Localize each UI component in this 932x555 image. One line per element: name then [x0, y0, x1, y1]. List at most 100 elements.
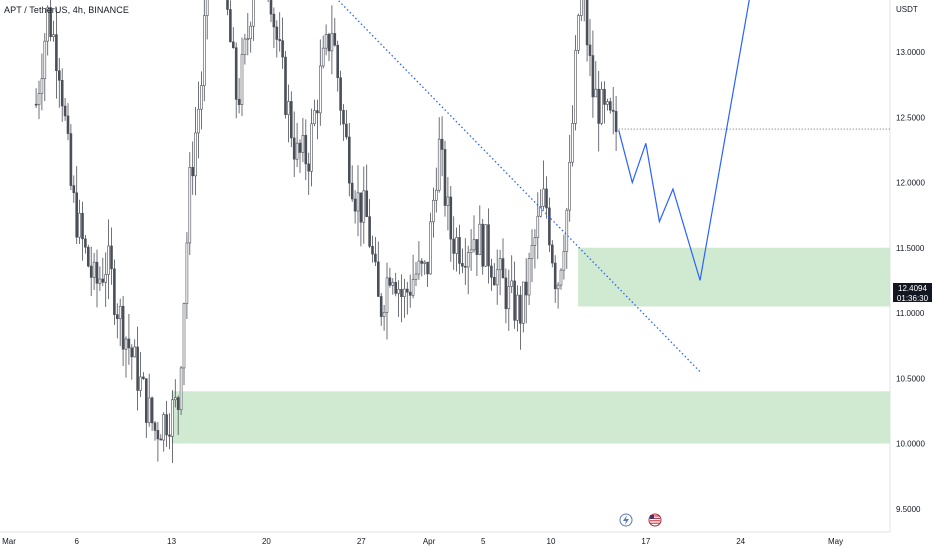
candle-body: [176, 397, 180, 410]
candle-body: [550, 244, 554, 264]
candle-body: [585, 0, 589, 46]
candle-body: [150, 397, 154, 424]
candle-body: [284, 56, 287, 115]
candle-body: [461, 263, 464, 267]
candle-body: [165, 414, 168, 436]
candle-body: [43, 40, 47, 79]
candle-body: [466, 252, 470, 268]
last-price-tag: 12.4094 01:36:30: [893, 283, 932, 303]
candle-body: [600, 88, 603, 124]
candle-body: [304, 135, 308, 165]
candle-body: [301, 135, 305, 153]
candle-body: [147, 397, 151, 423]
candle-body: [121, 305, 125, 350]
x-tick-label: May: [828, 537, 843, 546]
candle-body: [347, 136, 351, 184]
candle-body: [446, 196, 450, 206]
candle-body: [539, 206, 543, 217]
candle-body: [606, 101, 609, 105]
candle-body: [182, 303, 186, 369]
y-tick-label: 12.0000: [896, 179, 925, 188]
candle-body: [240, 54, 244, 105]
candle-body: [411, 279, 415, 296]
candle-body: [521, 281, 525, 324]
us-flag-icon: [650, 515, 654, 519]
candle-body: [577, 15, 580, 51]
candle-body: [281, 40, 284, 58]
candle-body: [472, 239, 476, 251]
candle-body: [104, 274, 107, 283]
candle-body: [501, 258, 505, 279]
candle-body: [46, 7, 50, 42]
candle-body: [368, 216, 371, 247]
candle-body: [455, 237, 458, 254]
candle-body: [469, 249, 473, 253]
candle-body: [188, 166, 192, 244]
candle-body: [127, 338, 131, 349]
candle-body: [594, 88, 598, 98]
candle-body: [420, 260, 424, 264]
candle-body: [342, 110, 345, 125]
candle-body: [426, 261, 429, 275]
chart-title: APT / TetherUS, 4h, BINANCE: [4, 5, 129, 15]
candle-body: [229, 9, 232, 43]
candle-body: [75, 192, 78, 238]
candle-body: [350, 182, 354, 200]
candle-body: [179, 367, 183, 410]
candle-body: [336, 44, 340, 79]
candle-body: [107, 245, 110, 275]
candle-body: [313, 110, 316, 125]
candle-body: [510, 280, 514, 287]
candle-body: [536, 215, 540, 238]
bar-countdown: 01:36:30: [896, 294, 929, 303]
candle-body: [490, 265, 493, 278]
candle-body: [545, 188, 548, 209]
candle-body: [116, 314, 119, 320]
candle-body: [330, 33, 334, 52]
candle-body: [110, 245, 113, 270]
candle-body: [516, 294, 519, 321]
candle-body: [63, 105, 67, 117]
candle-body: [252, 0, 255, 27]
candle-body: [203, 15, 206, 86]
candle-body: [365, 190, 369, 217]
x-tick-label: Apr: [423, 537, 436, 546]
candle-body: [394, 282, 398, 294]
candle-body: [278, 39, 282, 41]
candle-body: [376, 261, 380, 297]
candle-body: [139, 376, 142, 391]
candle-body: [463, 265, 467, 268]
candle-body: [272, 13, 276, 28]
candle-body: [200, 85, 203, 110]
candle-body: [405, 288, 409, 293]
candle-body: [55, 34, 58, 72]
candle-body: [243, 38, 247, 55]
candle-body: [414, 273, 418, 280]
candle-body: [507, 286, 511, 310]
candle-body: [298, 142, 302, 153]
candle-body: [289, 101, 293, 139]
candle-body: [95, 261, 99, 284]
candle-body: [52, 34, 55, 37]
candle-body: [530, 244, 534, 259]
candle-body: [385, 277, 389, 313]
candle-body: [524, 281, 528, 296]
candle-body: [153, 422, 157, 431]
candle-body: [49, 7, 52, 37]
candle-body: [533, 237, 537, 246]
candle-body: [559, 269, 563, 286]
candle-body: [60, 79, 64, 107]
candle-body: [89, 265, 93, 278]
candle-body: [307, 163, 311, 172]
y-tick-label: 9.5000: [896, 505, 921, 514]
candle-body: [408, 291, 412, 296]
candle-body: [542, 188, 545, 207]
candle-body: [37, 93, 41, 105]
candle-body: [168, 434, 171, 437]
candle-body: [568, 161, 572, 211]
candle-body: [429, 221, 432, 275]
candle-body: [333, 33, 337, 46]
descending-trendline: [337, 0, 701, 373]
